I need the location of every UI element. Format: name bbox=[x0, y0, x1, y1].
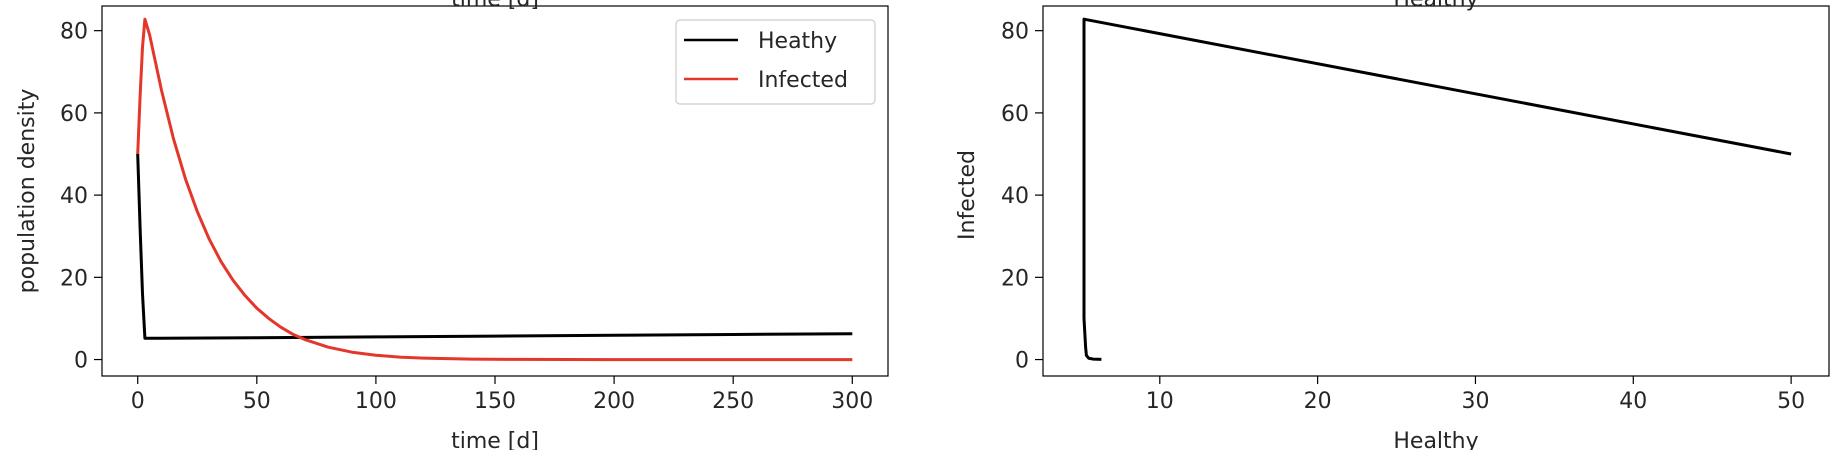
x-tick-label: 50 bbox=[243, 389, 271, 414]
x-tick-label: 40 bbox=[1619, 389, 1647, 414]
y-tick-label: 80 bbox=[60, 20, 88, 45]
y-tick-label: 20 bbox=[60, 266, 88, 291]
y-axis-label: population density bbox=[15, 89, 40, 294]
time-series-plot: time [d] 0 50 100 150 200 250 300 0 20 40 60 80 tim… bbox=[15, 0, 889, 450]
x-tick-label: 20 bbox=[1304, 389, 1332, 414]
y-tick-label: 60 bbox=[1001, 102, 1029, 127]
x-tick-label: 300 bbox=[831, 389, 873, 414]
y-tick-label: 40 bbox=[60, 184, 88, 209]
y-tick-label: 80 bbox=[1001, 20, 1029, 45]
x-tick-label: 250 bbox=[712, 389, 754, 414]
plot-area-frame bbox=[1042, 5, 1830, 377]
x-axis-label: time [d] bbox=[451, 429, 539, 450]
legend: Heathy Infected bbox=[675, 19, 876, 105]
y-tick-label: 0 bbox=[1015, 349, 1029, 374]
ticks-layer: 0 50 100 150 200 250 300 0 20 40 60 80 bbox=[60, 20, 873, 414]
trajectory-line bbox=[1082, 17, 1792, 361]
top-cut-xlabel: time [d] bbox=[451, 0, 539, 12]
y-tick-label: 0 bbox=[74, 349, 88, 374]
series-line-infected bbox=[136, 17, 853, 362]
x-tick-label: 200 bbox=[593, 389, 635, 414]
x-tick-label: 0 bbox=[131, 389, 145, 414]
x-tick-label: 100 bbox=[355, 389, 397, 414]
legend-label-heathy: Heathy bbox=[758, 29, 837, 54]
top-cut-xlabel: Healthy bbox=[1393, 0, 1478, 12]
x-axis-label: Healthy bbox=[1393, 429, 1478, 450]
x-tick-label: 30 bbox=[1461, 389, 1489, 414]
x-tick-label: 150 bbox=[474, 389, 516, 414]
ticks-layer: 10 20 30 40 50 0 20 40 60 80 bbox=[1001, 20, 1805, 414]
y-axis-label: Infected bbox=[955, 150, 980, 240]
phase-plot: Healthy 10 20 30 40 50 0 20 40 60 80 Healthy Infe… bbox=[955, 0, 1830, 450]
y-tick-label: 40 bbox=[1001, 184, 1029, 209]
x-tick-label: 50 bbox=[1777, 389, 1805, 414]
series-layer bbox=[136, 17, 853, 362]
series-layer bbox=[1082, 17, 1792, 361]
legend-label-infected: Infected bbox=[758, 68, 848, 93]
y-tick-label: 60 bbox=[60, 102, 88, 127]
y-tick-label: 20 bbox=[1001, 266, 1029, 291]
series-line-heathy bbox=[136, 153, 853, 340]
x-tick-label: 10 bbox=[1146, 389, 1174, 414]
